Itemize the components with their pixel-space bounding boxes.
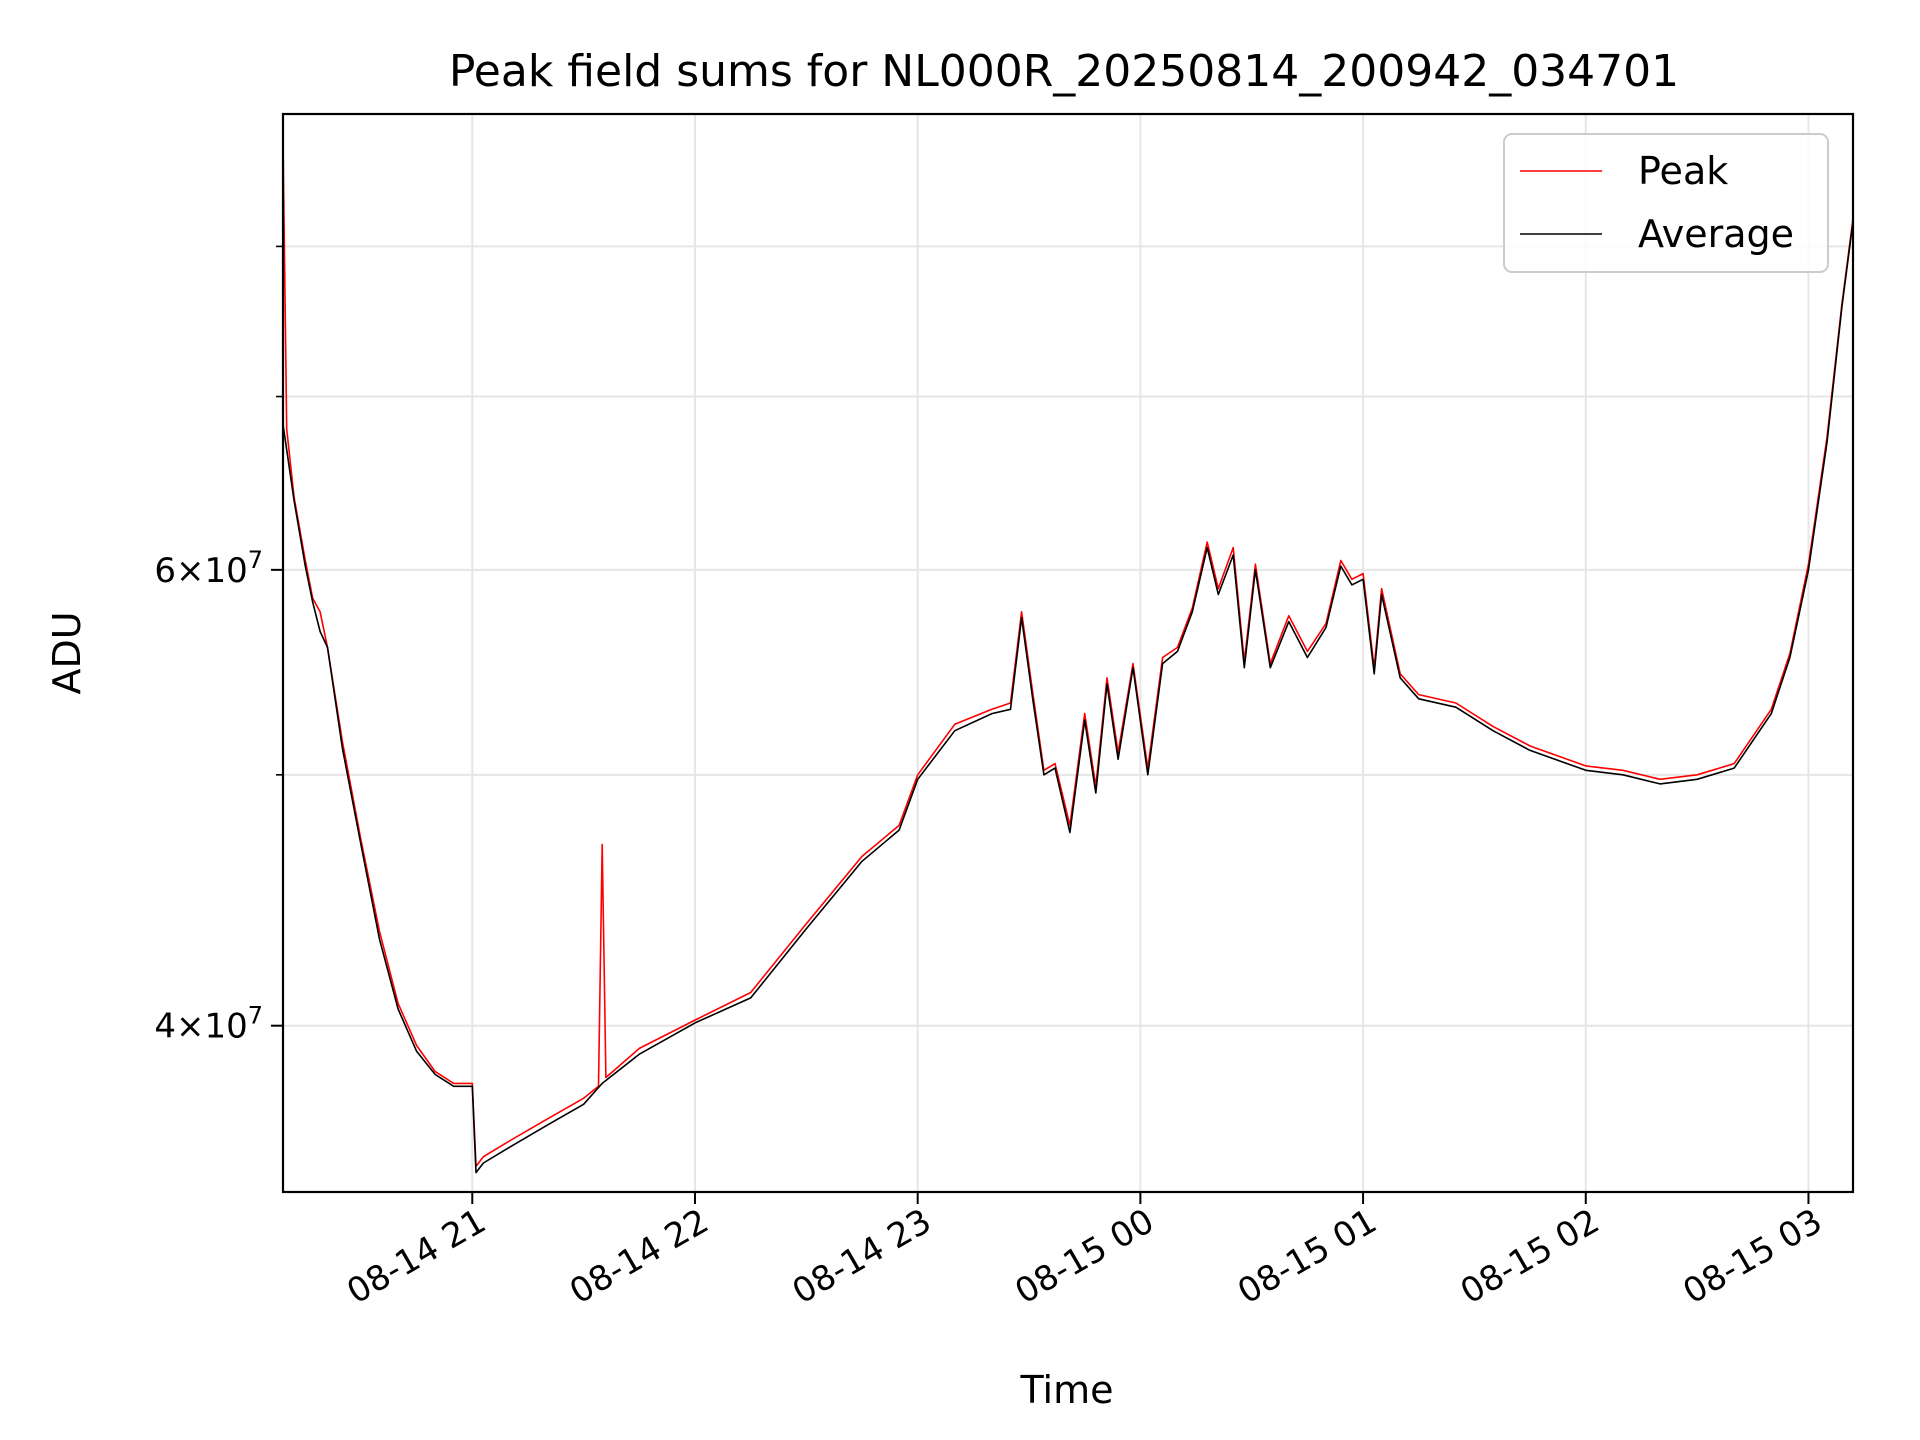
- y-tick-label: 6×107: [154, 546, 263, 591]
- x-axis-label: Time: [1020, 1368, 1114, 1412]
- y-tick-label: 4×107: [154, 1002, 263, 1047]
- legend: Peak Average: [1503, 133, 1829, 273]
- legend-peak-label: Peak: [1638, 149, 1728, 193]
- series-average-line: [282, 221, 1854, 1174]
- y-axis-label: ADU: [45, 611, 89, 694]
- series-peak-line: [282, 139, 1854, 1167]
- chart-title: Peak field sums for NL000R_20250814_2009…: [449, 46, 1679, 97]
- grid: [283, 114, 1853, 1192]
- legend-box: [1503, 133, 1829, 273]
- series-layer: [282, 139, 1854, 1174]
- legend-average-label: Average: [1638, 212, 1794, 256]
- plot-frame: [281, 112, 1855, 1194]
